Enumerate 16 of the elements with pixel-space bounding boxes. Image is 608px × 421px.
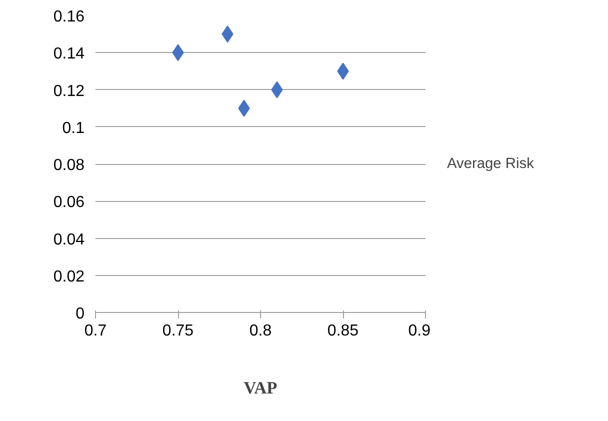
y-tick-label: 0.12	[53, 82, 85, 100]
x-tick-label: 0.75	[162, 322, 194, 340]
y-tick-label: 0.1	[62, 120, 85, 137]
y-tick-label: 0.08	[53, 157, 85, 174]
x-tick-label: 0.8	[249, 322, 272, 340]
y-tick-label: 0.14	[53, 46, 85, 63]
text: Average Risk	[447, 156, 534, 172]
y-tick-label: 0.06	[53, 194, 85, 212]
y-tick-label: 0.04	[53, 231, 85, 248]
y-tick-label: 0.16	[53, 8, 85, 26]
y-tick-label: 0	[76, 306, 85, 322]
x-axis-title: VAP	[244, 378, 278, 398]
x-tick-label: 0.85	[327, 322, 359, 340]
x-tick-label: 0.9	[408, 322, 431, 340]
x-tick-label: 0.7	[84, 322, 107, 340]
y-tick-label: 0.02	[53, 268, 85, 286]
